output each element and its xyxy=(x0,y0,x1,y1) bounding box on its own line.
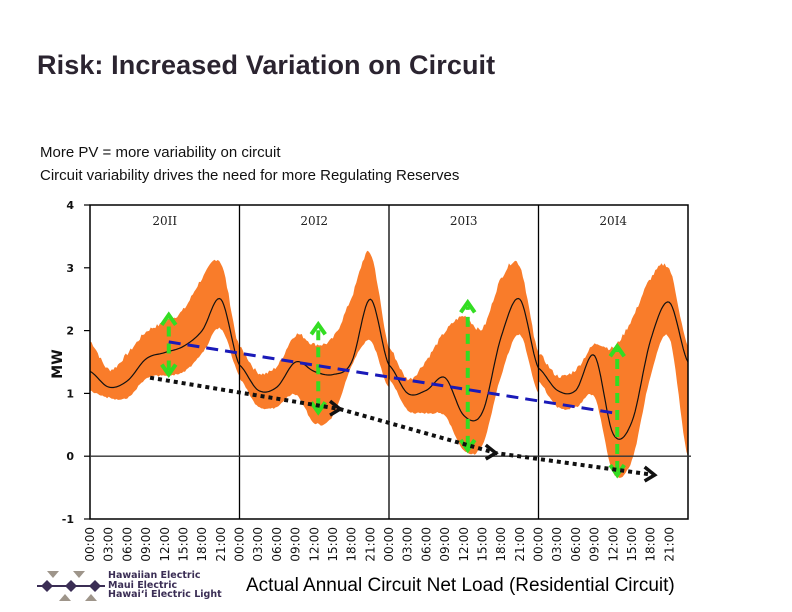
axis-ticks: 4 3 2 1 0 -1 20II 00:00 03:00 06:00 09:00 12:00 15:0… xyxy=(62,199,677,562)
chart-frame xyxy=(89,204,691,520)
logo-triangle xyxy=(47,571,59,578)
chevron-right-icon xyxy=(643,465,658,483)
x-tick-label: 03:00 xyxy=(251,527,265,562)
x-tick-label: 12:00 xyxy=(457,527,471,562)
x-tick-label: 12:00 xyxy=(307,527,321,562)
mean-line-2011 xyxy=(89,297,241,389)
x-tick-label: 03:00 xyxy=(550,527,564,562)
variability-band-2014 xyxy=(538,263,688,478)
x-tick-label: 09:00 xyxy=(438,527,452,562)
x-tick-label: 03:00 xyxy=(102,527,116,562)
x-tick-label: 06:00 xyxy=(270,527,284,562)
x-tick-label: 09:00 xyxy=(289,527,303,562)
logo-diamond xyxy=(89,580,101,592)
x-tick-label: 00:00 xyxy=(382,527,396,562)
x-tick-label: 06:00 xyxy=(120,527,134,562)
panel-label-2011: 20II xyxy=(152,214,177,228)
logo-diamond xyxy=(41,580,53,592)
y-tick-label: 1 xyxy=(66,387,74,400)
x-tick-label: 09:00 xyxy=(588,527,602,562)
x-tick-label: 09:00 xyxy=(139,527,153,562)
bullet-list: More PV = more variability on circuit Ci… xyxy=(40,141,459,187)
mean-lines xyxy=(89,297,689,440)
black-trend-line xyxy=(149,375,655,478)
x-tick-label: 18:00 xyxy=(494,527,508,562)
y-tick-label: 4 xyxy=(66,199,74,212)
panel-label-2014: 20I4 xyxy=(599,214,627,228)
x-tick-label: 15:00 xyxy=(176,527,190,562)
x-tick-label: 06:00 xyxy=(569,527,583,562)
arrow-up-icon xyxy=(160,311,178,327)
x-tick-label: 00:00 xyxy=(532,527,546,562)
x-tick-label: 21:00 xyxy=(662,527,676,562)
logo-text: Hawaiian Electric Maui Electric Hawai‘i … xyxy=(108,571,222,600)
x-tick-label: 06:00 xyxy=(419,527,433,562)
x-tick-label: 21:00 xyxy=(214,527,228,562)
y-tick-label: 2 xyxy=(66,325,74,338)
logo-line-3: Hawai‘i Electric Light xyxy=(108,589,222,601)
x-tick-label: 00:00 xyxy=(233,527,247,562)
arrow-up-icon xyxy=(459,298,477,314)
x-tick-label: 21:00 xyxy=(513,527,527,562)
panel-label-2012: 20I2 xyxy=(300,214,328,228)
x-tick-label: 18:00 xyxy=(644,527,658,562)
annotations xyxy=(149,298,658,483)
y-tick-label: -1 xyxy=(62,513,74,526)
variability-band-2011 xyxy=(90,259,240,400)
chart-caption: Actual Annual Circuit Net Load (Resident… xyxy=(246,575,675,596)
y-axis-label: MW xyxy=(50,349,66,378)
variability-bands xyxy=(90,250,688,478)
logo-triangle xyxy=(59,594,71,601)
x-tick-label: 15:00 xyxy=(326,527,340,562)
logo-triangle xyxy=(73,571,85,578)
x-tick-label: 15:00 xyxy=(625,527,639,562)
arrow-up-icon xyxy=(608,342,626,358)
y-tick-label: 3 xyxy=(66,262,74,275)
arrow-down-icon xyxy=(160,363,178,379)
x-tick-label: 18:00 xyxy=(195,527,209,562)
x-tick-label: 12:00 xyxy=(606,527,620,562)
variability-band-2012 xyxy=(239,250,389,426)
mean-line-2013 xyxy=(388,297,540,422)
x-tick-label: 00:00 xyxy=(83,527,97,562)
logo-diamond xyxy=(65,580,77,592)
mean-line-2014 xyxy=(538,301,689,440)
slide-title: Risk: Increased Variation on Circuit xyxy=(37,50,496,80)
arrow-down-icon xyxy=(309,401,327,416)
chevron-right-icon xyxy=(328,399,344,417)
mean-line-2012 xyxy=(239,298,390,393)
arrow-up-icon xyxy=(309,320,327,336)
x-tick-label: 15:00 xyxy=(475,527,489,562)
logo-triangle xyxy=(85,594,97,601)
variability-band-2013 xyxy=(389,260,539,455)
panel-label-2013: 20I3 xyxy=(450,214,478,228)
logo-line-1: Hawaiian Electric xyxy=(108,570,201,581)
x-tick-label: 21:00 xyxy=(363,527,377,562)
x-tick-label: 12:00 xyxy=(158,527,172,562)
x-tick-label: 03:00 xyxy=(401,527,415,562)
x-tick-label: 18:00 xyxy=(345,527,359,562)
y-tick-label: 0 xyxy=(66,450,74,463)
bullet-2: Circuit variability drives the need for … xyxy=(40,167,460,184)
company-logo xyxy=(37,571,105,601)
chevron-right-icon xyxy=(484,443,499,461)
bullet-1: More PV = more variability on circuit xyxy=(40,144,281,161)
logo-line-2: Maui Electric xyxy=(108,579,178,591)
